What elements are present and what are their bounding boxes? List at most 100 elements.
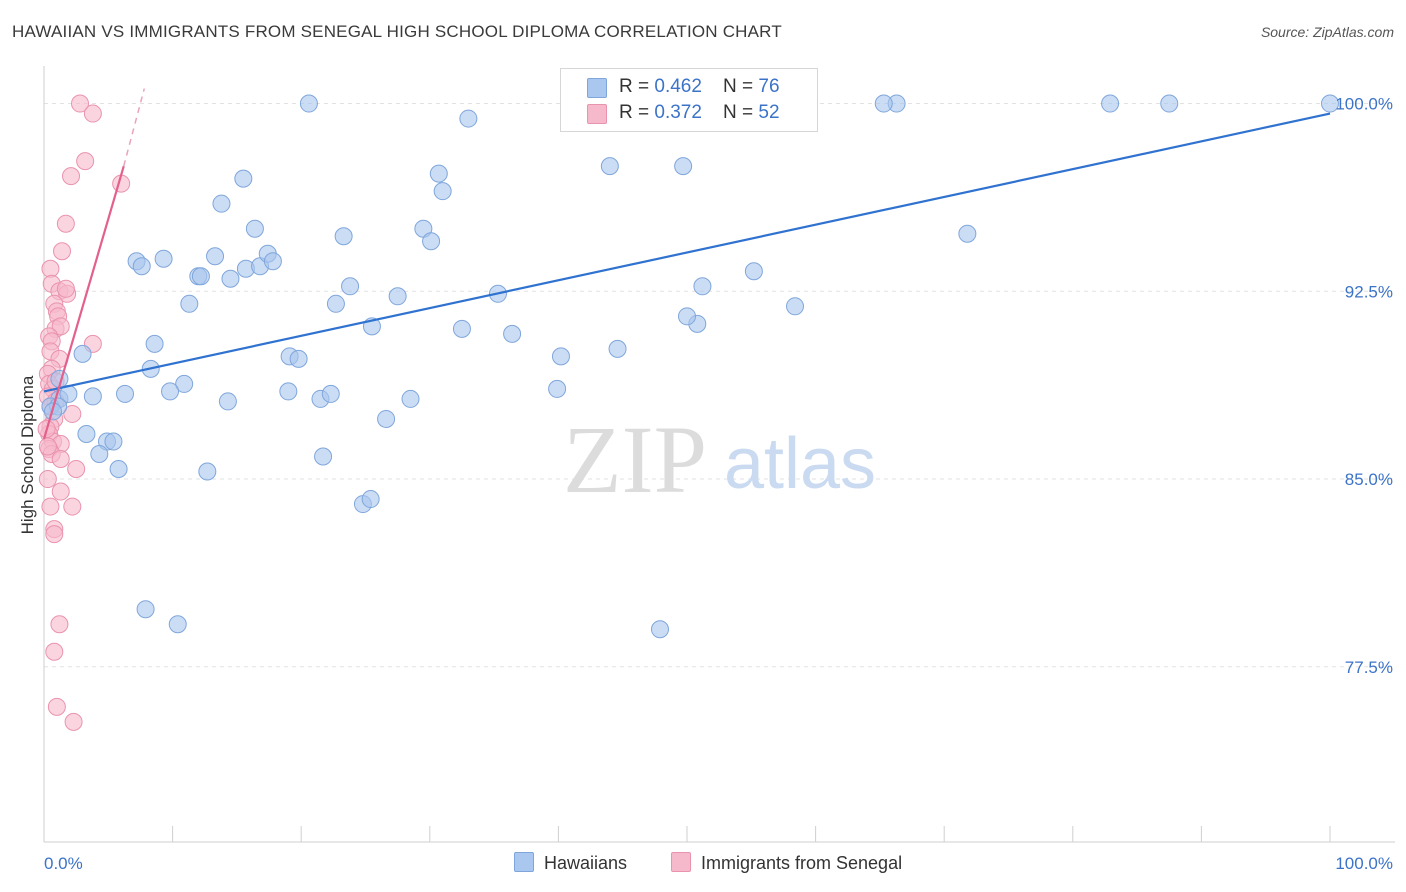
- senegal-point: [53, 242, 72, 261]
- watermark-zip: ZIP: [563, 406, 707, 513]
- legend-swatch-blue: [587, 78, 607, 98]
- senegal-point: [38, 437, 57, 456]
- y-axis-label: High School Diploma: [18, 375, 37, 535]
- legend-r-label: R =: [619, 76, 655, 97]
- y-tick-label: 100.0%: [1335, 95, 1393, 114]
- hawaiian-point: [289, 349, 308, 368]
- hawaiian-point: [136, 600, 155, 619]
- hawaiian-point: [145, 334, 164, 353]
- hawaiian-point: [212, 194, 231, 213]
- hawaiian-point: [1160, 94, 1179, 113]
- hawaiian-point: [693, 277, 712, 296]
- hawaiian-point: [161, 382, 180, 401]
- bottom-legend-senegal: Immigrants from Senegal: [671, 852, 902, 874]
- senegal-point: [41, 497, 60, 516]
- senegal-point: [51, 482, 70, 501]
- hawaiian-point: [377, 409, 396, 428]
- y-tick-label: 77.5%: [1345, 658, 1393, 677]
- x-tick-label-max: 100.0%: [1335, 854, 1393, 873]
- hawaiian-point: [452, 319, 471, 338]
- hawaiian-point: [459, 109, 478, 128]
- hawaiian-point: [104, 432, 123, 451]
- hawaiian-point: [191, 267, 210, 286]
- hawaiian-point: [650, 620, 669, 639]
- legend-n-value: 52: [758, 102, 780, 123]
- bottom-legend-swatch-blue: [514, 852, 534, 872]
- senegal-point: [56, 279, 75, 298]
- hawaiian-point: [551, 347, 570, 366]
- hawaiian-point: [245, 219, 264, 238]
- senegal-point: [67, 460, 86, 479]
- hawaiian-points: [41, 94, 1339, 639]
- watermark: ZIP atlas: [563, 406, 876, 513]
- x-tick-label-min: 0.0%: [44, 854, 83, 873]
- senegal-point: [41, 259, 60, 278]
- hawaiian-point: [1321, 94, 1339, 113]
- senegal-point: [63, 404, 82, 423]
- senegal-point: [76, 152, 95, 171]
- senegal-point: [56, 214, 75, 233]
- hawaiian-point: [786, 297, 805, 316]
- senegal-point: [47, 697, 66, 716]
- senegal-trend-extension: [123, 88, 146, 167]
- legend-n-value: 76: [758, 76, 780, 97]
- hawaiian-trend-line: [43, 112, 1331, 393]
- hawaiian-point: [168, 615, 187, 634]
- senegal-point: [64, 712, 83, 731]
- hawaiian-point: [221, 269, 240, 288]
- correlation-legend: R = 0.462 N = 76 R = 0.372 N = 52: [560, 68, 818, 132]
- hawaiian-point: [958, 224, 977, 243]
- grid-lines: [44, 103, 1395, 668]
- hawaiian-point: [600, 157, 619, 176]
- senegal-point: [62, 167, 81, 186]
- hawaiian-point: [1101, 94, 1120, 113]
- hawaiian-point: [175, 374, 194, 393]
- legend-r-value: 0.372: [654, 102, 702, 123]
- hawaiian-point: [299, 94, 318, 113]
- senegal-point: [63, 497, 82, 516]
- hawaiian-point: [198, 462, 217, 481]
- senegal-point: [51, 450, 70, 469]
- hawaiian-point: [77, 424, 96, 443]
- hawaiian-point: [608, 339, 627, 358]
- hawaiian-point: [422, 232, 441, 251]
- hawaiian-point: [341, 277, 360, 296]
- legend-n-label: N =: [723, 76, 759, 97]
- hawaiian-point: [218, 392, 237, 411]
- hawaiian-point: [180, 294, 199, 313]
- senegal-point: [51, 317, 70, 336]
- hawaiian-point: [263, 252, 282, 271]
- hawaiian-point: [132, 257, 151, 276]
- watermark-atlas: atlas: [724, 424, 876, 504]
- source-credit: Source: ZipAtlas.com: [1260, 24, 1394, 40]
- tick-labels: 77.5% 85.0% 92.5% 100.0% 0.0% 100.0%: [44, 95, 1393, 873]
- hawaiian-point: [90, 445, 109, 463]
- senegal-point: [83, 104, 102, 123]
- hawaiian-point: [361, 490, 380, 509]
- hawaiian-point: [678, 307, 696, 326]
- hawaiian-point: [83, 387, 102, 406]
- senegal-point: [38, 470, 57, 489]
- senegal-point: [45, 642, 64, 661]
- hawaiian-point: [116, 384, 135, 403]
- hawaiian-point: [73, 344, 92, 363]
- hawaiian-point: [744, 262, 763, 281]
- bottom-legend-label: Immigrants from Senegal: [701, 853, 903, 873]
- chart-title: HAWAIIAN VS IMMIGRANTS FROM SENEGAL HIGH…: [12, 22, 782, 41]
- hawaiian-point: [234, 169, 253, 188]
- trend-lines: [42, 88, 1331, 440]
- hawaiian-point: [109, 460, 128, 479]
- bottom-legend-label: Hawaiians: [544, 853, 628, 873]
- bottom-legend-hawaiians: Hawaiians: [514, 852, 627, 874]
- senegal-point: [45, 525, 64, 544]
- senegal-point: [50, 615, 69, 634]
- hawaiian-point: [326, 294, 345, 313]
- legend-swatch-pink: [587, 104, 607, 124]
- y-tick-label: 85.0%: [1345, 470, 1393, 489]
- hawaiian-point: [334, 227, 353, 246]
- hawaiian-point: [503, 324, 522, 343]
- hawaiian-point: [429, 164, 448, 183]
- y-tick-label: 92.5%: [1345, 282, 1393, 301]
- hawaiian-point: [874, 94, 893, 113]
